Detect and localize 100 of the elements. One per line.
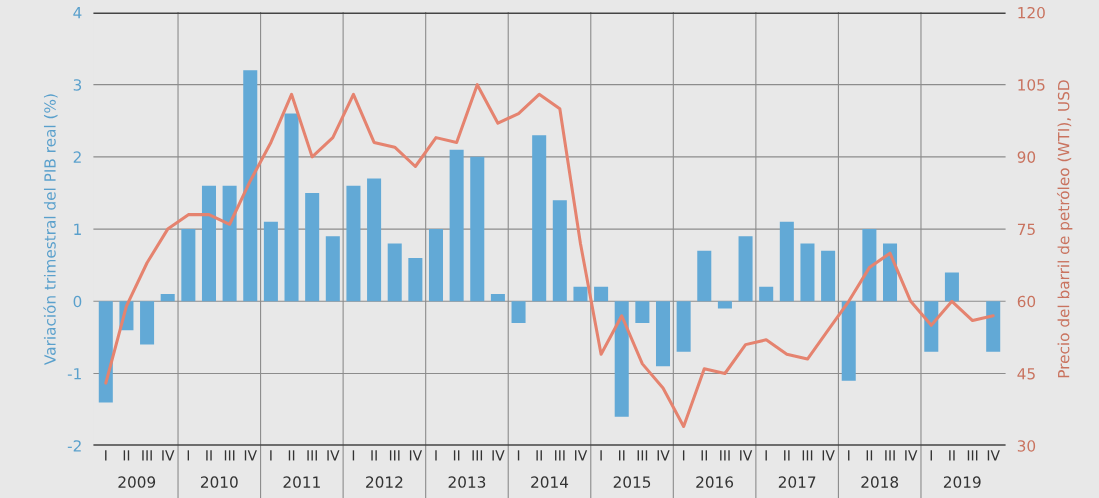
x-tick-label: II [536, 450, 542, 461]
x-tick-label: I [930, 450, 932, 461]
text: 2015 [613, 476, 651, 488]
bar [387, 243, 402, 302]
x-tick-label: III [472, 450, 483, 461]
bar [655, 301, 671, 367]
bar [284, 113, 299, 302]
x-tick-label: II [288, 450, 295, 461]
bar [800, 243, 815, 302]
x-tick-label: IV [822, 450, 835, 461]
bar [821, 250, 836, 302]
x-tick-label: II [123, 450, 130, 461]
x-tick-label: IV [905, 450, 918, 461]
bar [160, 294, 175, 302]
bar [841, 301, 856, 381]
bar [222, 185, 237, 302]
x-tick-label: IV [575, 450, 588, 461]
y-tick-label: 4 [73, 7, 82, 19]
bar [181, 229, 196, 302]
x-tick-label: I [105, 450, 107, 461]
bar [470, 156, 485, 302]
y-tick-label: 3 [73, 79, 82, 91]
x-tick-label: I [600, 450, 602, 461]
text: 2009 [118, 476, 156, 488]
bar [490, 294, 505, 302]
x-tick-label: II [784, 450, 790, 461]
x-tick-label: II [206, 450, 212, 461]
text: 2019 [943, 476, 981, 488]
x-tick-label: III [720, 450, 730, 461]
bar [614, 301, 629, 417]
y2-tick-label: 90 [1017, 151, 1036, 163]
bar [779, 221, 794, 302]
x-tick-label: III [802, 450, 813, 461]
x-tick-label: I [517, 450, 520, 461]
bar [408, 257, 423, 302]
x-tick-label: II [866, 450, 873, 461]
x-tick-label: III [389, 450, 400, 461]
bar [944, 272, 959, 302]
y-tick-label: -2 [67, 440, 81, 452]
line-series [104, 83, 995, 428]
x-tick-label: IV [740, 450, 753, 461]
y2-tick-label: 60 [1017, 295, 1036, 308]
text: 2016 [696, 476, 734, 488]
y2-tick-label: 75 [1017, 223, 1035, 236]
bar [98, 301, 113, 403]
x-tick-label: III [142, 450, 152, 461]
y-axis-title: Variación trimestral del PIB real (%) [43, 94, 58, 365]
bar [635, 301, 650, 323]
bar [243, 70, 258, 302]
bar [594, 286, 609, 302]
x-tick-label: II [619, 450, 625, 461]
x-tick-label: II [371, 450, 377, 461]
x-tick-label: IV [987, 450, 1000, 461]
x-tick-label: IV [409, 450, 423, 461]
x-tick-label: I [187, 450, 190, 461]
bar [986, 301, 1001, 352]
bar [140, 301, 155, 345]
text: 2010 [200, 476, 238, 488]
y2-tick-label: 120 [1018, 6, 1045, 19]
bar [862, 229, 877, 302]
bar [552, 200, 567, 302]
bar [676, 301, 691, 352]
text: 2014 [531, 476, 569, 488]
text: 2017 [778, 476, 816, 488]
text: 2011 [283, 476, 320, 488]
text: 2018 [861, 476, 899, 488]
bar [263, 221, 278, 302]
x-tick-label: III [967, 450, 978, 461]
bar [346, 185, 361, 302]
x-tick-label: I [848, 450, 850, 461]
bar [924, 301, 939, 352]
x-tick-label: I [270, 450, 272, 461]
y2-tick-label: 105 [1018, 79, 1045, 91]
y-tick-label: 1 [74, 223, 81, 235]
x-tick-label: III [224, 450, 235, 461]
x-tick-label: I [352, 450, 355, 461]
x-tick-label: I [682, 450, 685, 461]
x-tick-label: IV [492, 450, 505, 461]
bar [532, 135, 547, 302]
x-tick-label: III [307, 450, 317, 461]
y2-axis-title: Precio del barril de petróleo (WTI), USD [1056, 80, 1073, 378]
x-tick-label: III [555, 450, 565, 461]
y-tick-label: 2 [73, 151, 81, 163]
text: 2012 [366, 476, 403, 488]
x-tick-label: IV [244, 450, 257, 461]
y-tick-label: -1 [67, 368, 81, 380]
x-tick-label: IV [162, 450, 175, 461]
bar [738, 236, 753, 302]
bar [697, 250, 712, 302]
x-tick-label: IV [327, 450, 340, 461]
text: 2013 [448, 476, 486, 488]
bar [449, 149, 464, 302]
bar [367, 178, 382, 302]
bar [717, 301, 732, 309]
bar [511, 301, 526, 323]
bar [305, 192, 320, 302]
x-tick-label: I [435, 450, 437, 461]
bar [201, 185, 216, 302]
x-tick-label: II [949, 450, 955, 461]
bar [325, 236, 340, 302]
